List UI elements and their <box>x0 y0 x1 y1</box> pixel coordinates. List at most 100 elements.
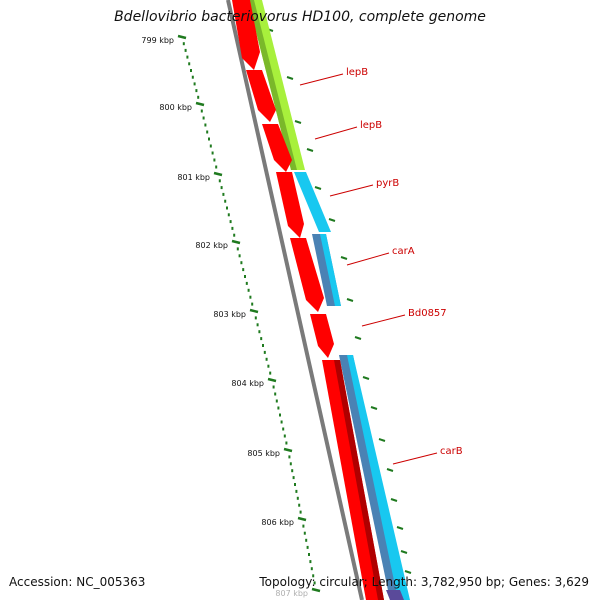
ruler-minor-tick <box>245 281 248 285</box>
side-tick <box>370 406 378 410</box>
ruler-minor-tick <box>302 524 305 528</box>
cds-arrow-7-shade <box>334 360 384 600</box>
ruler-minor-tick <box>200 109 203 113</box>
ruler-labels: 799 kbp 800 kbp 801 kbp 802 kbp 803 kbp 804 k… <box>141 36 308 598</box>
side-tick <box>400 550 408 554</box>
ruler-minor-tick <box>227 213 230 217</box>
cds-arrow-1 <box>232 0 260 70</box>
ruler-minor-tick <box>254 316 257 320</box>
ruler-minor-tick <box>229 220 232 224</box>
ruler-minor-tick <box>218 179 221 183</box>
ruler-minor-tick <box>186 55 189 59</box>
ruler-label: 804 kbp <box>231 379 264 388</box>
ruler-minor-tick <box>298 503 301 507</box>
ruler-minor-tick <box>193 82 196 86</box>
ruler-minor-tick <box>184 48 187 52</box>
purple-track <box>386 590 404 600</box>
ruler-minor-tick <box>288 455 291 459</box>
ruler-minor-tick <box>244 275 246 278</box>
ruler-minor-tick <box>299 510 302 514</box>
ruler-label: 807 kbp <box>275 589 308 598</box>
ruler-minor-tick <box>279 413 281 417</box>
side-tick <box>286 76 294 80</box>
ruler-minor-tick <box>289 462 292 466</box>
side-tick <box>346 298 354 302</box>
ruler-minor-tick <box>206 130 209 134</box>
ruler-minor-tick <box>267 364 270 368</box>
ruler-minor-tick <box>236 247 239 251</box>
ruler-label: 806 kbp <box>261 518 294 527</box>
gene-label: carA <box>392 246 415 257</box>
ruler-minor-tick <box>274 392 277 396</box>
ruler-minor-tick <box>247 288 250 292</box>
ruler-minor-tick <box>220 186 223 190</box>
ruler-major-tick <box>231 239 241 245</box>
ruler-minor-tick <box>231 226 234 230</box>
gene-leader-line <box>329 184 374 197</box>
gene-labels: lepB lepB pyrB carA Bd0857 carB <box>346 67 463 457</box>
gene-label: carB <box>440 446 463 457</box>
gene-label: lepB <box>360 120 382 131</box>
ruler-minor-tick <box>197 95 200 99</box>
ruler-major-tick <box>213 171 223 177</box>
side-tick <box>306 148 314 152</box>
ruler-minor-tick <box>215 165 218 169</box>
side-tick <box>362 376 370 380</box>
side-tick <box>294 120 302 124</box>
ruler-minor-tick <box>204 123 207 127</box>
ruler-minor-tick <box>256 323 259 327</box>
ruler-minor-tick <box>258 330 261 334</box>
ruler-minor-tick <box>242 268 245 272</box>
ruler-minor-tick <box>308 553 310 556</box>
ruler-major-tick <box>311 587 321 593</box>
ruler-minor-tick <box>190 69 192 72</box>
cds-arrow-2 <box>246 70 276 122</box>
cds-arrow-5 <box>290 238 324 312</box>
ruler-minor-tick <box>213 158 216 162</box>
ruler-minor-tick <box>195 89 198 93</box>
side-tick <box>396 526 404 530</box>
ruler-label: 801 kbp <box>177 173 210 182</box>
genome-summary-text: Topology: circular; Length: 3,782,950 bp… <box>259 575 589 589</box>
ruler-minor-tick <box>292 476 295 480</box>
ruler-major-tick <box>297 516 307 522</box>
ruler-minor-tick <box>277 406 280 410</box>
cds-arrow-4 <box>276 172 304 238</box>
ruler-minor-tick <box>202 116 205 120</box>
gene-leader-line <box>361 314 406 327</box>
ruler-minor-tick <box>309 560 312 564</box>
gene-leader-line <box>314 126 358 140</box>
ruler-minor-tick <box>188 62 191 66</box>
ruler-minor-tick <box>262 344 264 347</box>
gene-label: lepB <box>346 67 368 78</box>
ruler-minor-tick <box>303 531 306 535</box>
ruler-minor-tick <box>226 206 228 210</box>
ruler-minor-tick <box>233 233 236 237</box>
side-tick <box>340 256 348 260</box>
ruler-minor-tick <box>269 371 272 375</box>
ruler-label: 800 kbp <box>159 103 192 112</box>
side-tick <box>404 570 412 574</box>
ruler-minor-tick <box>263 350 266 354</box>
ruler-minor-tick <box>312 574 315 578</box>
ruler-major-tick <box>267 377 277 383</box>
ruler-label: 799 kbp <box>141 36 174 45</box>
ruler-minor-tick <box>296 496 299 500</box>
ruler-minor-tick <box>294 483 296 486</box>
ruler-label: 805 kbp <box>247 449 280 458</box>
side-tick <box>390 498 398 502</box>
ruler-minor-tick <box>272 385 275 389</box>
ruler-major-tick <box>195 101 205 107</box>
feature-tracks <box>248 0 410 600</box>
ruler-minor-tick <box>222 192 225 196</box>
green-track-shade <box>248 0 297 170</box>
ruler-minor-tick <box>238 254 241 258</box>
gene-label-lines <box>299 73 438 465</box>
ruler-minor-tick <box>224 199 227 203</box>
ruler-minor-tick <box>291 469 294 473</box>
ruler-major-tick <box>249 308 259 314</box>
side-tick <box>386 468 394 472</box>
ruler-minor-tick <box>295 489 298 493</box>
gene-label: Bd0857 <box>408 308 447 319</box>
ruler-minor-tick <box>285 441 288 445</box>
